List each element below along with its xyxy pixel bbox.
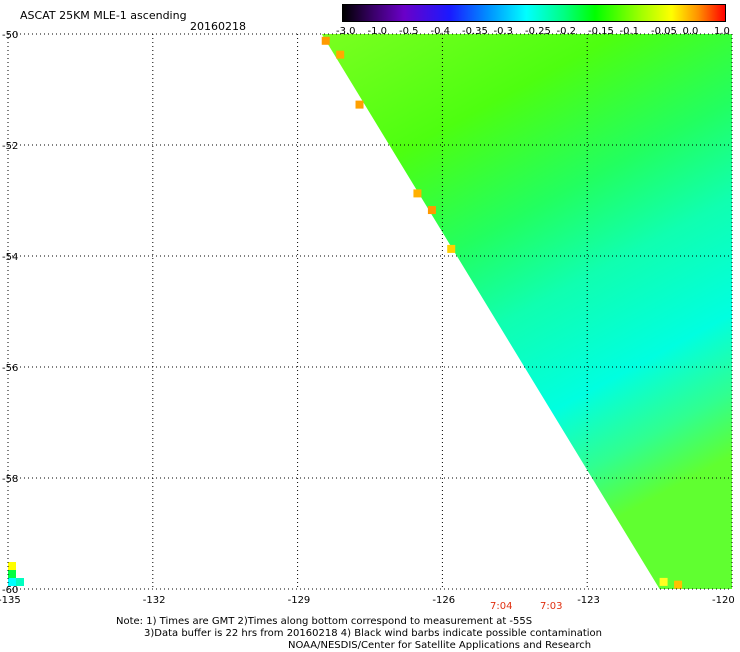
x-tick-label: -120 xyxy=(712,595,735,606)
x-tick-label: -132 xyxy=(143,595,166,606)
grid-lines xyxy=(7,33,733,590)
colorbar-label: -3.0 xyxy=(336,26,356,37)
chart-title: ASCAT 25KM MLE-1 ascending xyxy=(20,9,187,22)
colorbar-label: -0.2 xyxy=(556,26,577,37)
colorbar xyxy=(342,4,726,22)
colorbar-label: -0.25 xyxy=(525,26,551,37)
swath-edge-cell xyxy=(674,580,683,589)
time-label: 7:03 xyxy=(540,601,562,612)
swath-edge-cell xyxy=(447,244,456,253)
colorbar-label: -0.3 xyxy=(493,26,514,37)
corner-cell xyxy=(8,562,16,570)
note-line-2: 3)Data buffer is 22 hrs from 20160218 4)… xyxy=(144,628,602,639)
colorbar-label: -0.35 xyxy=(462,26,488,37)
time-labels: 7:04 7:03 xyxy=(490,601,562,612)
x-tick-label: -135 xyxy=(0,595,21,606)
note-line-3: NOAA/NESDIS/Center for Satellite Applica… xyxy=(288,640,592,651)
swath-edge-cell xyxy=(355,100,364,109)
x-tick-label: -123 xyxy=(577,595,600,606)
time-label: 7:04 xyxy=(490,601,512,612)
data-swath xyxy=(8,34,732,589)
colorbar-label: -0.15 xyxy=(588,26,614,37)
y-tick-label: -54 xyxy=(2,252,18,263)
swath-edge-cell xyxy=(321,36,330,45)
swath-edge-cell xyxy=(659,577,668,586)
tick-labels: -135 -132 -129 -126 -123 -120 -50 -52 -54 -56 -58 -… xyxy=(0,30,735,606)
swath-edge-cell xyxy=(336,50,345,59)
swath-edge-cell xyxy=(427,206,436,215)
colorbar-label: -1.0 xyxy=(367,26,388,37)
x-tick-label: -126 xyxy=(432,595,455,606)
x-tick-label: -129 xyxy=(288,595,311,606)
note-line-1: Note: 1) Times are GMT 2)Times along bot… xyxy=(116,616,533,627)
colorbar-label: 0.0 xyxy=(682,26,699,37)
corner-cell xyxy=(8,578,16,586)
swath-edge-cell xyxy=(413,189,422,198)
colorbar-label: -0.4 xyxy=(430,26,451,37)
y-tick-label: -52 xyxy=(2,141,18,152)
corner-cell xyxy=(8,570,16,578)
y-tick-label: -56 xyxy=(2,363,18,374)
chart-date: 20160218 xyxy=(190,20,246,33)
colorbar-label: -0.05 xyxy=(651,26,677,37)
colorbar-label: 1.0 xyxy=(714,26,730,37)
corner-cell xyxy=(16,578,24,586)
colorbar-label: -0.1 xyxy=(619,26,640,37)
y-tick-label: -50 xyxy=(2,30,18,41)
y-tick-label: -58 xyxy=(2,474,18,485)
colorbar-label: -0.5 xyxy=(399,26,419,37)
y-tick-label: -60 xyxy=(2,585,18,596)
swath-polygon xyxy=(321,34,732,589)
